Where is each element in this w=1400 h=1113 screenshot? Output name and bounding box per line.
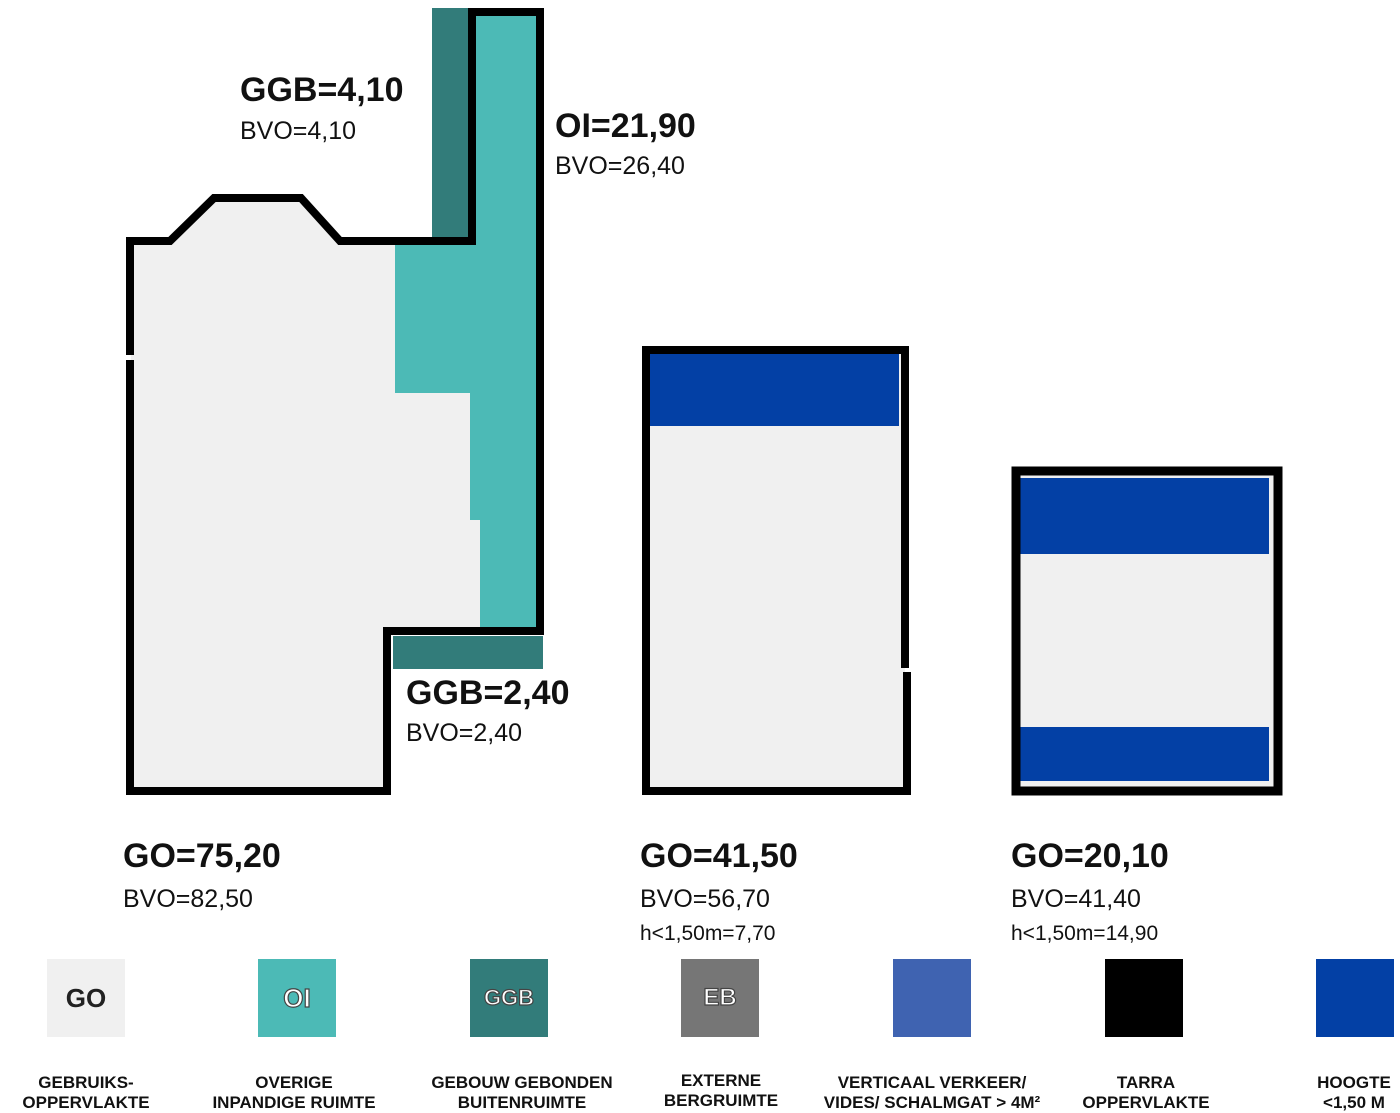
legend-code-go: GO	[65, 982, 107, 1013]
floor-2-plan	[642, 346, 911, 795]
oi-bvo: BVO=26,40	[555, 152, 685, 180]
legend-label-go-line2: OPPERVLAKTE	[22, 1093, 150, 1112]
floor-3-low-height-top	[1019, 478, 1269, 554]
floor-3-low-height-bottom	[1019, 727, 1269, 781]
floor-1-oi-area	[395, 12, 540, 628]
legend-label-hoogte-line1: HOOGTE	[1317, 1073, 1391, 1092]
floor-1-go-value: GO=75,20	[123, 837, 281, 875]
legend-label-ggb: GEBOUW GEBONDEN BUITENRUIMTE	[402, 1073, 642, 1113]
ggb-bottom-value: GGB=2,40	[406, 674, 570, 712]
legend-label-go: GEBRUIKS- OPPERVLAKTE	[0, 1073, 206, 1113]
legend-swatch-eb: EB	[681, 959, 759, 1037]
floor-1-ggb-top-area	[432, 8, 472, 242]
legend-label-ggb-line1: GEBOUW GEBONDEN	[431, 1073, 613, 1092]
floor-1-plan	[126, 8, 544, 795]
legend-label-oi-line2: INPANDIGE RUIMTE	[212, 1093, 376, 1112]
legend-label-verticaal-line2: VIDES/ SCHALMGAT > 4M²	[823, 1093, 1041, 1112]
floor-2-low-height: h<1,50m=7,70	[640, 922, 776, 945]
legend-code-oi: OI	[283, 982, 312, 1013]
ggb-top-bvo: BVO=4,10	[240, 117, 357, 145]
floor-3-go-value: GO=20,10	[1011, 837, 1169, 875]
legend-swatch-go: GO	[47, 959, 125, 1037]
legend-label-tarra: TARRA OPPERVLAKTE	[1026, 1073, 1266, 1113]
legend-swatch-tarra	[1105, 959, 1183, 1037]
floor-3-bvo: BVO=41,40	[1011, 885, 1141, 913]
floor-1-wall	[126, 8, 544, 795]
floor-3-plan	[1011, 466, 1283, 796]
legend-label-eb-line1: EXTERNE	[680, 1071, 762, 1090]
legend-label-ggb-line2: BUITENRUIMTE	[457, 1093, 587, 1112]
floor-2-low-height-band	[647, 354, 899, 426]
legend-label-verticaal: VERTICAAL VERKEER/ VIDES/ SCHALMGAT > 4M…	[812, 1073, 1052, 1113]
floor-plan-diagram	[126, 8, 1283, 796]
oi-value: OI=21,90	[555, 107, 696, 145]
legend-label-oi-line1: OVERIGE	[255, 1073, 333, 1092]
ggb-top-value: GGB=4,10	[240, 71, 404, 109]
floor-2-bvo: BVO=56,70	[640, 885, 770, 913]
legend-swatch-ggb: GGB	[470, 959, 548, 1037]
legend-code-eb: EB	[703, 983, 738, 1011]
legend-swatch-verticaal	[893, 959, 971, 1037]
legend-swatch-hoogte	[1316, 959, 1394, 1037]
floor-3-wall	[1011, 466, 1283, 796]
floor-1-ggb-bottom-area	[393, 636, 543, 669]
legend-label-tarra-line1: TARRA	[1116, 1073, 1176, 1092]
legend-label-hoogte: HOOGTE <1,50 M	[1274, 1073, 1400, 1113]
ggb-bottom-bvo: BVO=2,40	[406, 719, 523, 747]
floor-3-low-height: h<1,50m=14,90	[1011, 922, 1159, 945]
legend-label-oi: OVERIGE INPANDIGE RUIMTE	[174, 1073, 414, 1113]
legend-label-hoogte-line2: <1,50 M	[1323, 1093, 1385, 1112]
floor-2-go-value: GO=41,50	[640, 837, 798, 875]
legend-code-ggb: GGB	[483, 984, 535, 1010]
legend-label-go-line1: GEBRUIKS-	[38, 1073, 134, 1092]
floor-2-wall	[642, 346, 911, 795]
legend-label-eb-line2: BERGRUIMTE	[663, 1091, 779, 1110]
legend-swatch-oi: OI	[258, 959, 336, 1037]
legend-label-tarra-line2: OPPERVLAKTE	[1082, 1093, 1210, 1112]
legend-label-verticaal-line1: VERTICAAL VERKEER/	[837, 1073, 1027, 1092]
legend-label-eb: EXTERNE BERGRUIMTE	[601, 1071, 841, 1111]
floor-1-bvo: BVO=82,50	[123, 885, 253, 913]
